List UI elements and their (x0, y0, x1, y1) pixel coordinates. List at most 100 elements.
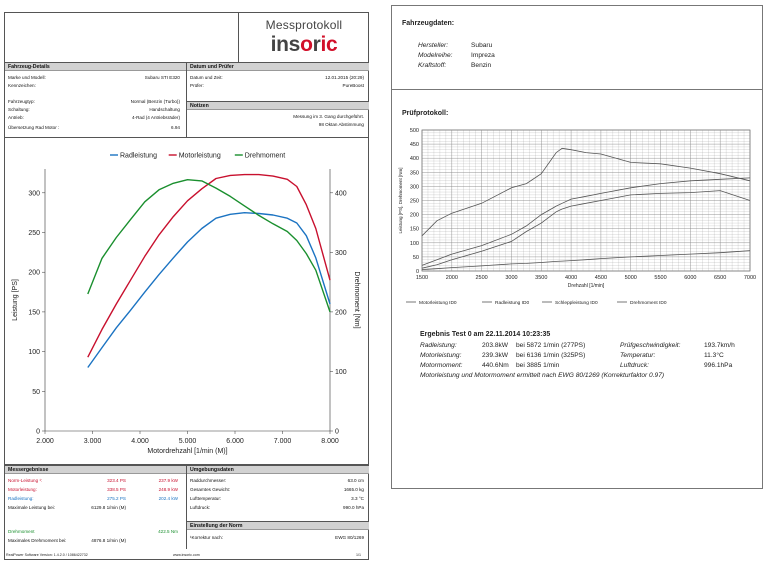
result-detail: bei 5872 1/min (277PS) (516, 342, 586, 349)
x-tick-label: 6.000 (226, 438, 244, 445)
series-line-drehmoment (87, 179, 331, 313)
section-divider (5, 464, 369, 465)
y-tick-label: 450 (410, 142, 419, 148)
series-line-radleistung (87, 212, 331, 368)
x-tick-label: 4.000 (131, 438, 149, 445)
legend-label: Schleppleistung ID0 (555, 300, 598, 306)
result-value: 440.6Nm (482, 362, 509, 369)
result-label2: Temperatur: (620, 352, 656, 359)
y-tick-label: 200 (28, 270, 40, 277)
result-value: 203.8kW (482, 342, 509, 349)
y-tick-label: 0 (36, 429, 40, 436)
document-title: Messprotokoll (265, 18, 343, 32)
model-row: Modelreihe: Impreza (418, 52, 495, 59)
result-value2: 11.3°C (704, 352, 724, 359)
date-tester-heading: Datum und Prüfer (187, 62, 369, 71)
x-tick-label: 2.000 (36, 438, 54, 445)
y-tick-label: 250 (410, 199, 419, 205)
column-divider (186, 62, 187, 137)
legend-label: Radleistung ID0 (495, 300, 529, 306)
y-axis-label: Leistung [PS] (12, 279, 19, 321)
x-axis-label: Drehzahl [1/min] (568, 283, 605, 289)
x-tick-label: 2000 (446, 275, 458, 281)
result-value2: 193.7km/h (704, 342, 735, 349)
x-tick-label: 7.000 (274, 438, 292, 445)
norm-setting-heading: Einstellung der Norm (187, 521, 369, 530)
result-detail: bei 3885 1/min (516, 362, 560, 369)
x-tick-label: 4500 (595, 275, 607, 281)
result-line: Motorleistung: (420, 352, 462, 359)
legend-label: Motorleistung (179, 153, 221, 160)
y-tick-label: 250 (28, 230, 40, 237)
y2-tick-label: 300 (335, 250, 347, 257)
y-tick-label: 400 (410, 156, 419, 162)
result-label2: Luftdruck: (620, 362, 649, 369)
results-heading: Messergebnisse (5, 465, 186, 474)
x-tick-label: 4000 (565, 275, 577, 281)
y2-axis-label: Drehmoment [Nm] (353, 271, 360, 328)
column-divider (186, 465, 187, 549)
legend-label: Motorleistung ID0 (419, 300, 457, 306)
y2-tick-label: 0 (335, 429, 339, 436)
test-protocol-heading: Prüfprotokoll: (402, 110, 449, 117)
y-tick-label: 350 (410, 170, 419, 176)
legend-label: Drehmoment ID0 (630, 300, 667, 306)
page-number: 1/1 (356, 553, 361, 557)
y-tick-label: 100 (28, 349, 40, 356)
x-tick-label: 8.000 (321, 438, 339, 445)
dyno-chart: 2.000 3.000 4.000 5.000 6.000 7.000 8.000 0 50 10… (12, 153, 360, 456)
vehicle-details-heading: Fahrzeug-Details (5, 62, 186, 71)
y-tick-label: 500 (410, 128, 419, 134)
y-tick-label: 300 (28, 190, 40, 197)
x-axis-label: Motordrehzahl [1/min (M)] (147, 448, 227, 455)
y2-tick-label: 100 (335, 369, 347, 376)
result-line: Motormoment: (420, 362, 463, 369)
x-tick-label: 2500 (476, 275, 488, 281)
section-divider (392, 89, 762, 90)
environment-heading: Umgebungsdaten (187, 465, 369, 474)
result-detail: bei 6136 1/min (325PS) (516, 352, 586, 359)
x-tick-label: 3500 (535, 275, 547, 281)
series-line (421, 190, 751, 269)
notes-heading: Notizen (187, 101, 369, 110)
website-link[interactable]: www.insoric.com (173, 553, 200, 557)
result-value: 239.3kW (482, 352, 509, 359)
legend-label: Drehmoment (245, 153, 286, 160)
insoric-logo: insoric (270, 33, 338, 56)
x-tick-label: 5500 (654, 275, 666, 281)
y-tick-label: 200 (410, 213, 419, 219)
x-tick-label: 7000 (744, 275, 756, 281)
y-tick-label: 50 (413, 255, 419, 261)
legend-label: Radleistung (120, 153, 157, 160)
x-tick-label: 3000 (505, 275, 517, 281)
y-tick-label: 0 (416, 269, 419, 275)
document-frame (4, 12, 369, 560)
fuel-row: Kraftstoff: Benzin (418, 62, 492, 69)
y-tick-label: 300 (410, 184, 419, 190)
result-note: Motorleistung und Motormoment ermittelt … (420, 372, 665, 379)
section-divider (5, 137, 369, 138)
y-axis-label: Leistung [PS], Drehmoment [Nm] (398, 167, 403, 233)
x-tick-label: 5.000 (179, 438, 197, 445)
result-label2: Prüfgeschwindigkeit: (620, 342, 681, 349)
series-line (421, 250, 751, 270)
vehicle-data-heading: Fahrzeugdaten: (402, 20, 455, 27)
result-line: Radleistung: (420, 342, 457, 349)
result-heading: Ergebnis Test 0 am 22.11.2014 10:23:35 (420, 331, 551, 338)
x-tick-label: 1500 (416, 275, 428, 281)
result-value2: 996.1hPa (704, 362, 733, 369)
software-version: RealPower Software Version: 1.4.2.0 / 10… (6, 553, 88, 557)
y-tick-label: 50 (32, 389, 40, 396)
x-tick-label: 5000 (625, 275, 637, 281)
series-line (421, 177, 751, 266)
messprotokoll-document: Messprotokoll insoric Fahrzeug-Details M… (2, 2, 372, 560)
y-tick-label: 150 (410, 227, 419, 233)
y-tick-label: 150 (28, 309, 40, 316)
logo-block: Messprotokoll insoric (238, 12, 369, 62)
y2-tick-label: 200 (335, 309, 347, 316)
x-tick-label: 3.000 (84, 438, 102, 445)
y2-tick-label: 400 (335, 190, 347, 197)
pruefprotokoll-document: Fahrzeugdaten: Hersteller: Subaru Modelre… (391, 5, 763, 489)
manufacturer-row: Hersteller: Subaru (418, 42, 493, 49)
x-tick-label: 6500 (714, 275, 726, 281)
